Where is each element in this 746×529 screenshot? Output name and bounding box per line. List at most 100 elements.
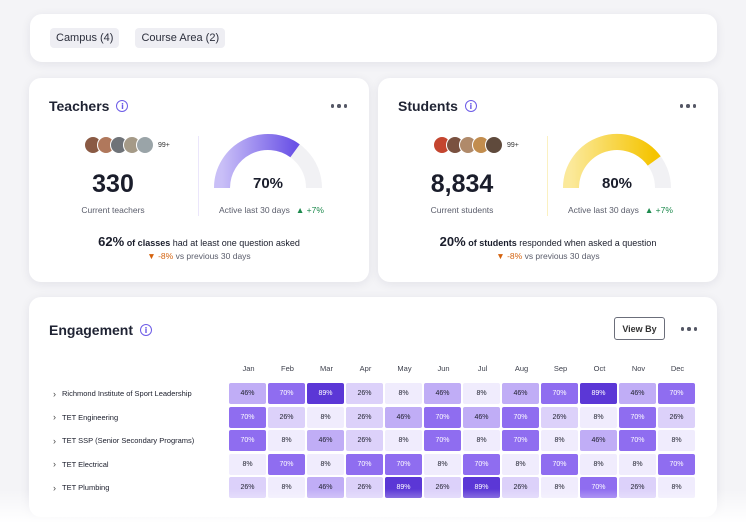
heatmap-cell[interactable]: 70% <box>658 453 695 475</box>
heatmap-cell[interactable]: 8% <box>463 430 500 452</box>
heatmap-cell[interactable]: 8% <box>229 453 266 475</box>
heatmap-cell[interactable]: 89% <box>307 383 344 405</box>
row-expander[interactable]: › Richmond Institute of Sport Leadership <box>53 389 229 399</box>
more-options-icon[interactable] <box>330 104 347 108</box>
heatmap-cell[interactable]: 8% <box>463 383 500 405</box>
heatmap-cell[interactable]: 8% <box>658 430 695 452</box>
heatmap-cell[interactable]: 70% <box>346 453 383 475</box>
active-delta: ▲ +7% <box>295 205 324 215</box>
heatmap-cell[interactable]: 46% <box>619 383 656 405</box>
active-label-text: Active last 30 days <box>568 205 639 215</box>
avatar <box>485 136 503 154</box>
heatmap-cell[interactable]: 46% <box>307 477 344 499</box>
row-expander[interactable]: › TET Engineering <box>53 412 229 422</box>
students-gauge-percent: 80% <box>601 175 633 192</box>
heatmap-cell[interactable]: 70% <box>502 430 539 452</box>
month-label: Dec <box>670 364 685 373</box>
row-expander[interactable]: › TET Electrical <box>53 459 229 469</box>
heatmap-cell[interactable]: 8% <box>307 453 344 475</box>
heatmap-cell[interactable]: 46% <box>385 406 422 428</box>
heatmap-cell[interactable]: 26% <box>541 406 578 428</box>
filter-chip-course-area[interactable]: Course Area (2) <box>135 28 226 48</box>
row-label: TET Plumbing <box>62 483 110 493</box>
month-label: Mar <box>320 364 333 373</box>
students-title: Students i <box>398 98 477 114</box>
info-icon[interactable]: i <box>464 100 477 112</box>
month-label: Jul <box>477 364 488 373</box>
heatmap-cell[interactable]: 8% <box>268 430 305 452</box>
teachers-delta: ▼ -8% vs previous 30 days <box>29 251 369 261</box>
heatmap-cell[interactable]: 70% <box>502 406 539 428</box>
heatmap-cell[interactable]: 8% <box>424 453 461 475</box>
heatmap-cell[interactable]: 26% <box>658 406 695 428</box>
heatmap-cell[interactable]: 89% <box>385 477 422 499</box>
heatmap-cell[interactable]: 26% <box>229 477 266 499</box>
heatmap-cell[interactable]: 26% <box>346 383 383 405</box>
heatmap-cell[interactable]: 26% <box>346 406 383 428</box>
month-label: Jan <box>242 364 255 373</box>
heatmap-cell[interactable]: 89% <box>463 477 500 499</box>
heatmap-cell[interactable]: 8% <box>580 406 617 428</box>
heatmap-cell[interactable]: 46% <box>229 383 266 405</box>
heatmap-cell[interactable]: 26% <box>346 430 383 452</box>
summary-bold: of students <box>468 238 517 248</box>
heatmap-cell[interactable]: 26% <box>502 477 539 499</box>
heatmap-cell[interactable]: 46% <box>580 430 617 452</box>
row-expander[interactable]: › TET Plumbing <box>53 483 229 493</box>
heatmap-cell[interactable]: 70% <box>268 383 305 405</box>
delta-label: vs previous 30 days <box>175 251 251 261</box>
heatmap-cell[interactable]: 26% <box>424 477 461 499</box>
engagement-title: Engagement i <box>49 322 153 338</box>
heatmap-cell[interactable]: 8% <box>658 477 695 499</box>
view-by-button[interactable]: View By <box>614 317 665 340</box>
heatmap-cell[interactable]: 8% <box>580 453 617 475</box>
heatmap-cell[interactable]: 70% <box>658 383 695 405</box>
heatmap-cell[interactable]: 26% <box>619 477 656 499</box>
info-icon[interactable]: i <box>116 100 129 112</box>
heatmap-cell[interactable]: 70% <box>541 453 578 475</box>
row-expander[interactable]: › TET SSP (Senior Secondary Programs) <box>53 436 229 446</box>
chevron-right-icon: › <box>53 388 56 399</box>
heatmap-cell[interactable]: 89% <box>580 383 617 405</box>
month-label: Aug <box>514 364 529 373</box>
heatmap-cell[interactable]: 8% <box>307 406 344 428</box>
heatmap-cell[interactable]: 70% <box>268 453 305 475</box>
heatmap-cell[interactable]: 70% <box>619 430 656 452</box>
teachers-gauge-percent: 70% <box>252 175 284 192</box>
heatmap-cell[interactable]: 70% <box>424 430 461 452</box>
heatmap-cell[interactable]: 8% <box>385 430 422 452</box>
engagement-title-text: Engagement <box>49 322 134 338</box>
more-options-icon[interactable] <box>679 104 696 108</box>
heatmap-cell[interactable]: 46% <box>307 430 344 452</box>
heatmap-cell[interactable]: 46% <box>424 383 461 405</box>
row-label: TET Engineering <box>62 412 119 422</box>
filter-bar: Campus (4) Course Area (2) <box>30 14 717 62</box>
heatmap-cell[interactable]: 8% <box>619 453 656 475</box>
heatmap-cell[interactable]: 26% <box>268 406 305 428</box>
table-row: › TET Plumbing 26% 8% 46% 26% 89% 26% 89% 26% 8% 70… <box>53 476 697 500</box>
more-options-icon[interactable] <box>680 327 697 331</box>
students-count: 8,834 <box>430 170 494 198</box>
month-label: May <box>397 364 412 373</box>
heatmap-cell[interactable]: 70% <box>619 406 656 428</box>
heatmap-cell[interactable]: 70% <box>541 383 578 405</box>
heatmap-cell[interactable]: 8% <box>268 477 305 499</box>
heatmap-cell[interactable]: 46% <box>502 383 539 405</box>
heatmap-cell[interactable]: 70% <box>229 430 266 452</box>
heatmap-cell[interactable]: 70% <box>424 406 461 428</box>
heatmap-cell[interactable]: 8% <box>502 453 539 475</box>
filter-chip-campus[interactable]: Campus (4) <box>50 28 120 48</box>
heatmap-cell[interactable]: 8% <box>541 477 578 499</box>
heatmap-cell[interactable]: 70% <box>229 406 266 428</box>
info-icon[interactable]: i <box>140 324 153 336</box>
summary-text: responded when asked a question <box>519 238 657 248</box>
heatmap-cell[interactable]: 70% <box>580 477 617 499</box>
heatmap-cell[interactable]: 8% <box>385 383 422 405</box>
delta-label: vs previous 30 days <box>524 251 600 261</box>
heatmap-cell[interactable]: 8% <box>541 430 578 452</box>
heatmap-cell[interactable]: 46% <box>463 406 500 428</box>
heatmap-cell[interactable]: 26% <box>346 477 383 499</box>
heatmap-cell[interactable]: 70% <box>463 453 500 475</box>
heatmap-cell[interactable]: 70% <box>385 453 422 475</box>
avatar-more-count: 99+ <box>507 141 519 149</box>
